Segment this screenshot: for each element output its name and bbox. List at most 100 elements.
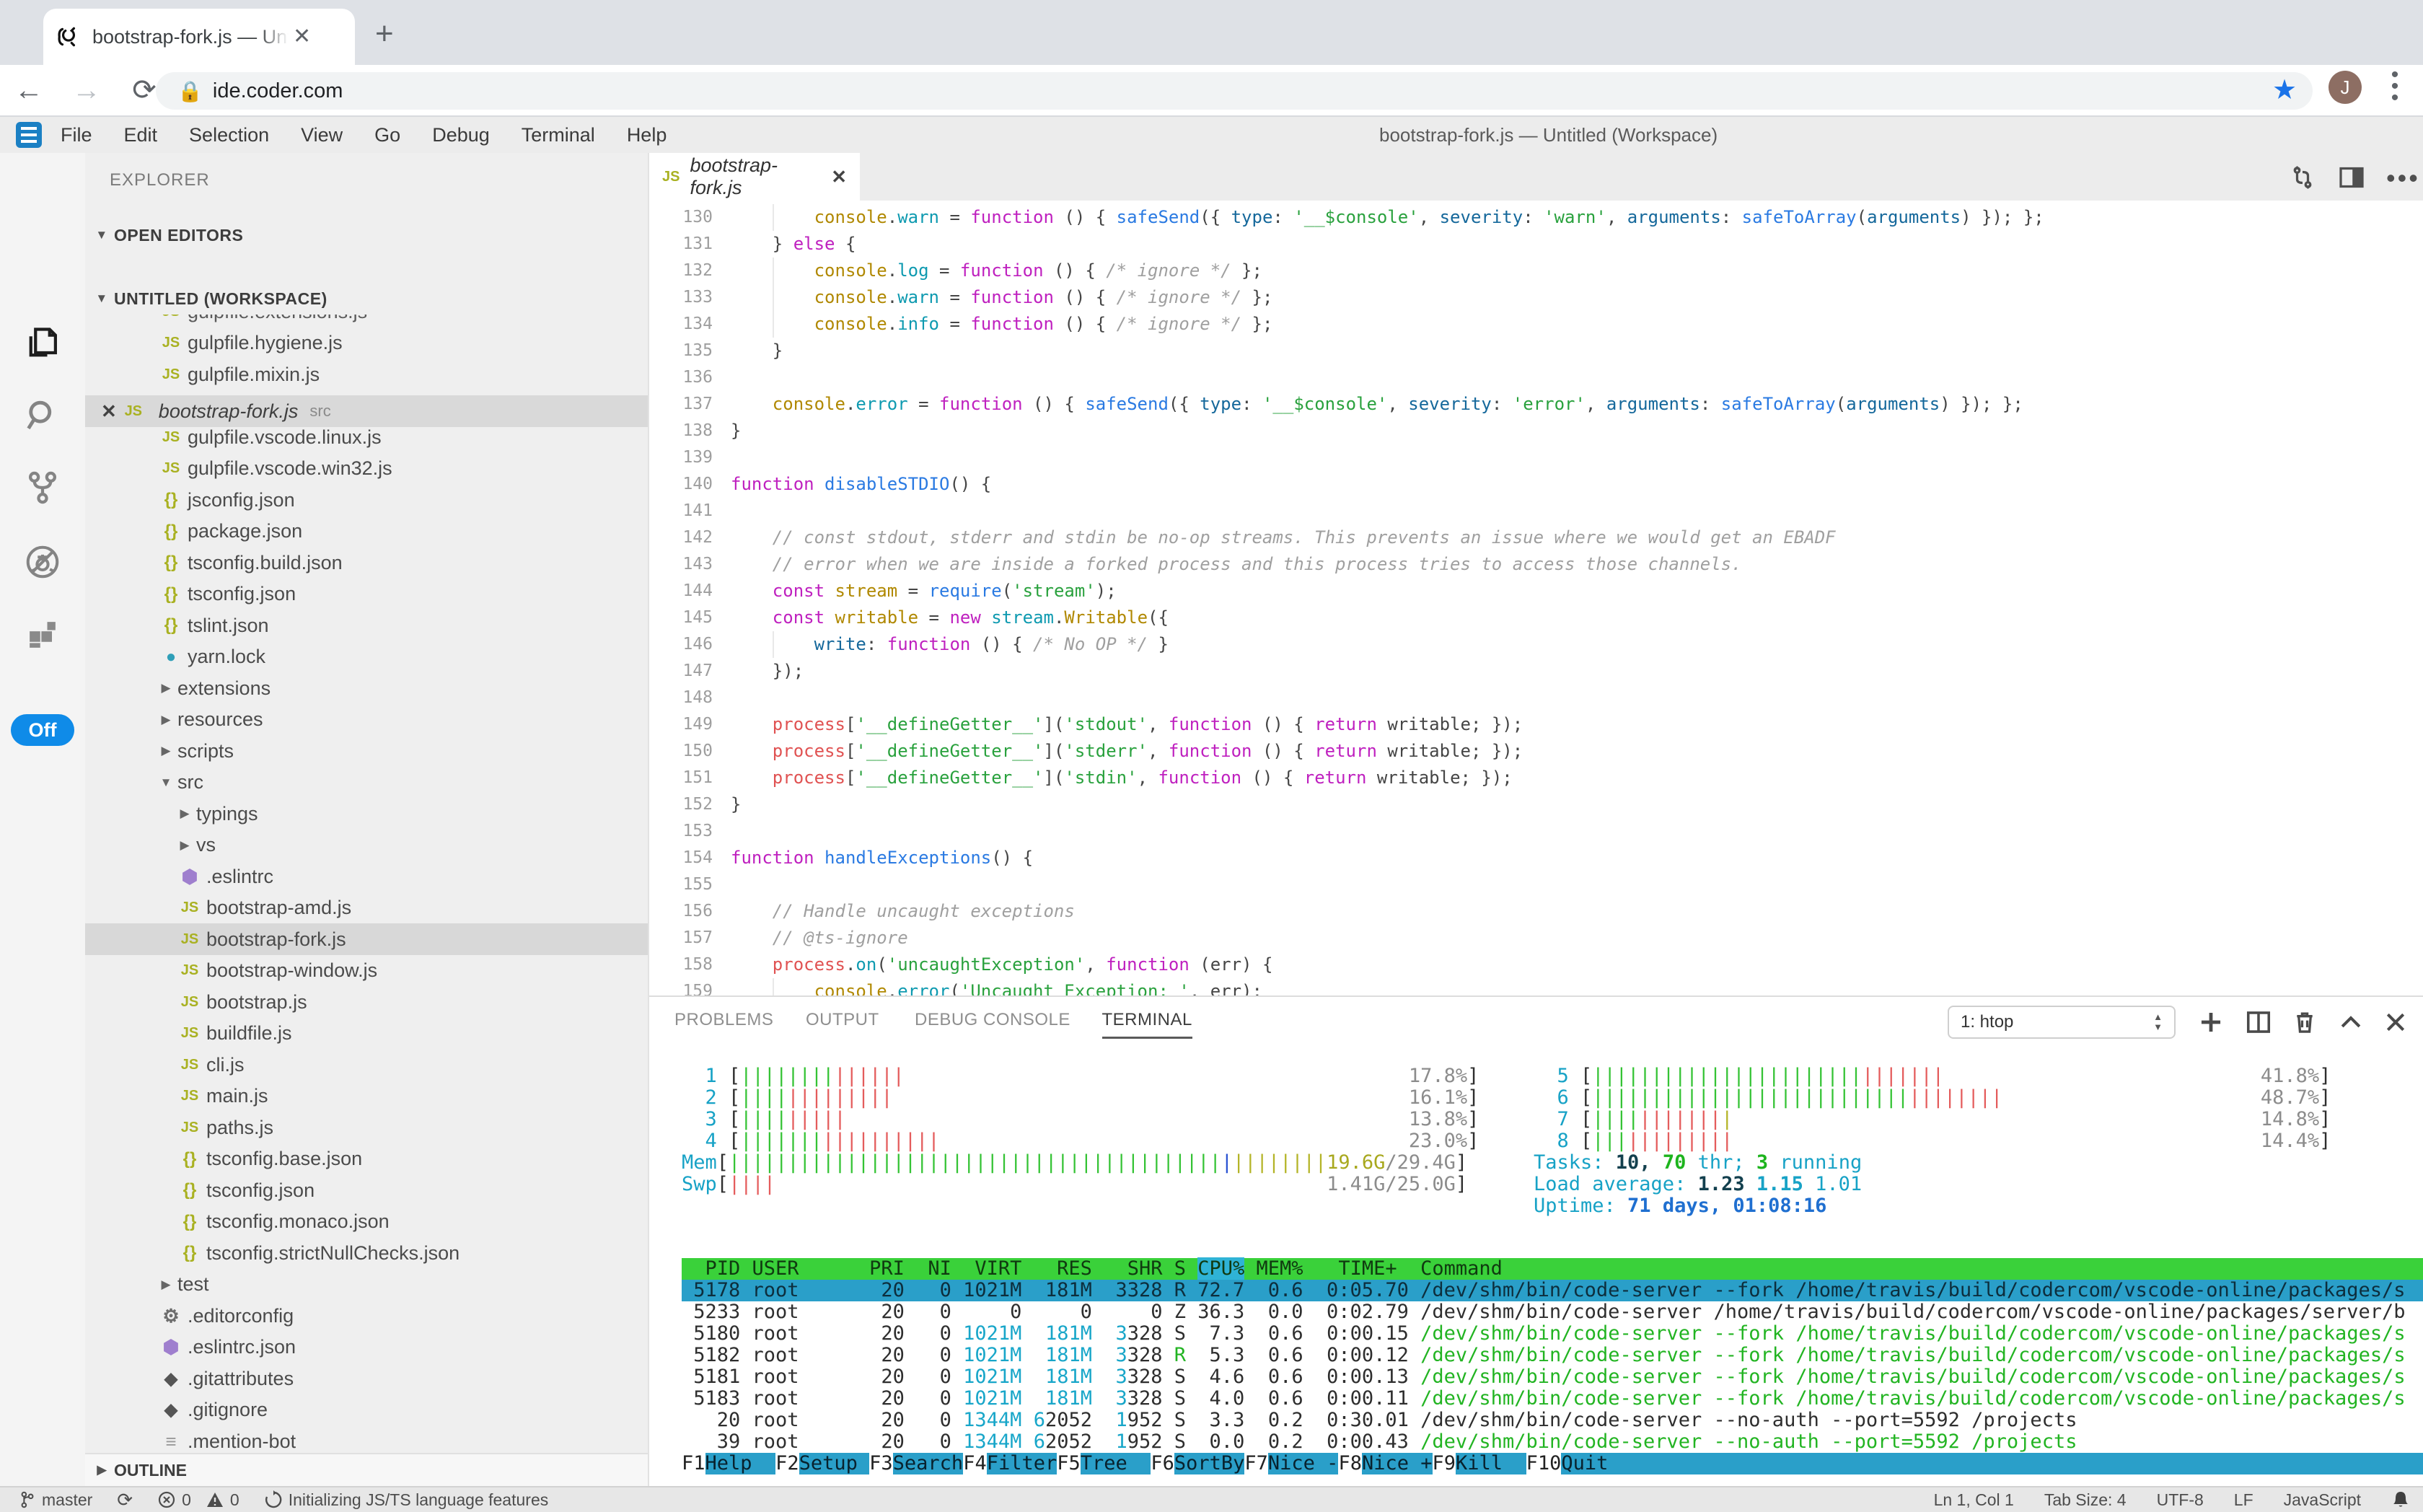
forward-icon[interactable]: → — [58, 74, 115, 107]
coder-logo[interactable] — [16, 122, 42, 148]
url-text: ide.coder.com — [213, 79, 343, 103]
tree-item-jsconfig.json[interactable]: {}jsconfig.json — [85, 484, 649, 516]
htop-fkey-bar[interactable]: F1Help F2Setup F3SearchF4FilterF5Tree F6… — [682, 1453, 2423, 1474]
htop-process-row[interactable]: 5182 root 20 0 1021M 181M 3328 R 5.3 0.6… — [682, 1345, 2423, 1366]
tree-item-gulpfile.mixin.js[interactable]: JSgulpfile.mixin.js — [85, 359, 649, 390]
tree-item-.eslintrc.json[interactable]: ⬢.eslintrc.json — [85, 1332, 649, 1363]
tree-item-bootstrap-window.js[interactable]: JSbootstrap-window.js — [85, 955, 649, 987]
tree-item-.gitattributes[interactable]: ◆.gitattributes — [85, 1363, 649, 1394]
menu-help[interactable]: Help — [627, 124, 667, 146]
git-branch-indicator[interactable]: master — [19, 1490, 92, 1510]
code-line-136: 136 — [649, 364, 2423, 391]
tree-item-tsconfig.monaco.json[interactable]: {}tsconfig.monaco.json — [85, 1206, 649, 1238]
browser-tab[interactable]: bootstrap-fork.js — Untitled (W ✕ — [43, 9, 355, 65]
problems-indicator[interactable]: 0 0 — [157, 1490, 239, 1510]
menu-view[interactable]: View — [301, 124, 343, 146]
browser-tabstrip: bootstrap-fork.js — Untitled (W ✕ + — [0, 0, 2423, 65]
tree-item-.editorconfig[interactable]: ⚙.editorconfig — [85, 1300, 649, 1332]
code-line-154: 154function handleExceptions() { — [649, 845, 2423, 871]
debug-icon[interactable] — [0, 542, 85, 585]
language-mode[interactable]: JavaScript — [2284, 1490, 2361, 1510]
tree-item-tsconfig.strictNullChecks.json[interactable]: {}tsconfig.strictNullChecks.json — [85, 1237, 649, 1269]
tree-item-package.json[interactable]: {}package.json — [85, 516, 649, 548]
tree-item-vs[interactable]: ▶vs — [85, 830, 649, 861]
source-control-icon[interactable] — [0, 469, 85, 510]
code-line-143: 143 // error when we are inside a forked… — [649, 551, 2423, 578]
tree-item-tsconfig.json[interactable]: {}tsconfig.json — [85, 579, 649, 610]
new-tab-button[interactable]: + — [375, 16, 394, 52]
encoding[interactable]: UTF-8 — [2157, 1490, 2204, 1510]
code-editor[interactable]: 130 console.warn = function () { safeSen… — [649, 201, 2423, 995]
tree-item-paths.js[interactable]: JSpaths.js — [85, 1112, 649, 1143]
menu-file[interactable]: File — [61, 124, 92, 146]
url-bar[interactable]: 🔒 ide.coder.com — [156, 72, 2313, 110]
tree-item-test[interactable]: ▶test — [85, 1269, 649, 1301]
code-line-138: 138} — [649, 418, 2423, 444]
sync-button[interactable]: ⟳ — [117, 1489, 133, 1511]
tree-item-tsconfig.base.json[interactable]: {}tsconfig.base.json — [85, 1143, 649, 1175]
tree-item-bootstrap.js[interactable]: JSbootstrap.js — [85, 986, 649, 1018]
bookmark-star-icon[interactable]: ★ — [2272, 74, 2297, 106]
search-icon[interactable] — [0, 397, 85, 438]
tree-item-gulpfile.hygiene.js[interactable]: JSgulpfile.hygiene.js — [85, 328, 649, 359]
tree-item-typings[interactable]: ▶typings — [85, 798, 649, 830]
htop-info: Uptime: 71 days, 01:08:16 — [1534, 1195, 1826, 1217]
json-file-icon: {} — [173, 1212, 206, 1232]
tree-item-buildfile.js[interactable]: JSbuildfile.js — [85, 1018, 649, 1050]
explorer-icon[interactable] — [0, 325, 85, 366]
htop-process-row[interactable]: 5233 root 20 0 0 0 0 Z 36.3 0.0 0:02.79 … — [682, 1301, 2423, 1323]
tree-item-extensions[interactable]: ▶extensions — [85, 672, 649, 704]
tab-close-icon[interactable]: ✕ — [831, 166, 847, 188]
section-outline[interactable]: ▶ OUTLINE — [85, 1453, 649, 1486]
avatar[interactable]: J — [2329, 71, 2362, 104]
menu-selection[interactable]: Selection — [189, 124, 269, 146]
htop-process-row[interactable]: 5181 root 20 0 1021M 181M 3328 S 4.6 0.6… — [682, 1366, 2423, 1388]
htop-process-row[interactable]: 5183 root 20 0 1021M 181M 3328 S 4.0 0.6… — [682, 1388, 2423, 1410]
tab-size[interactable]: Tab Size: 4 — [2044, 1490, 2127, 1510]
tree-item-tsconfig.build.json[interactable]: {}tsconfig.build.json — [85, 547, 649, 579]
tree-item-src[interactable]: ▼src — [85, 767, 649, 799]
tree-item-.eslintrc[interactable]: ⬢.eslintrc — [85, 861, 649, 892]
menu-edit[interactable]: Edit — [124, 124, 158, 146]
back-icon[interactable]: ← — [0, 74, 58, 107]
tree-item-resources[interactable]: ▶resources — [85, 704, 649, 736]
menu-debug[interactable]: Debug — [432, 124, 490, 146]
tree-item-.gitignore[interactable]: ◆.gitignore — [85, 1394, 649, 1426]
language-status[interactable]: Initializing JS/TS language features — [264, 1490, 549, 1510]
json-file-icon: {} — [173, 1180, 206, 1200]
tree-item-tsconfig.json[interactable]: {}tsconfig.json — [85, 1174, 649, 1206]
eol[interactable]: LF — [2234, 1490, 2253, 1510]
tree-item-scripts[interactable]: ▶scripts — [85, 735, 649, 767]
tree-item-tslint.json[interactable]: {}tslint.json — [85, 610, 649, 641]
bell-icon[interactable] — [2391, 1490, 2410, 1510]
htop-process-row[interactable]: 5180 root 20 0 1021M 181M 3328 S 7.3 0.6… — [682, 1323, 2423, 1345]
browser-menu-icon[interactable]: ••• — [2384, 69, 2406, 104]
htop-process-row[interactable]: 5178 root 20 0 1021M 181M 3328 R 72.7 0.… — [682, 1280, 2423, 1301]
tree-item-cli.js[interactable]: JScli.js — [85, 1049, 649, 1081]
split-editor-icon[interactable] — [2337, 163, 2366, 195]
editor-tabbar: JS bootstrap-fork.js ✕ ••• — [649, 153, 2423, 201]
tree-item-bootstrap-fork.js[interactable]: JSbootstrap-fork.js — [85, 923, 649, 955]
tree-item-gulpfile.vscode.win32.js[interactable]: JSgulpfile.vscode.win32.js — [85, 453, 649, 485]
tree-item-yarn.lock[interactable]: ●yarn.lock — [85, 641, 649, 673]
section-open-editors[interactable]: ▼ OPEN EDITORS — [85, 219, 649, 251]
extensions-icon[interactable] — [0, 616, 85, 657]
chevron-right-icon: ▶ — [154, 1278, 177, 1292]
tree-item-bootstrap-amd.js[interactable]: JSbootstrap-amd.js — [85, 892, 649, 924]
menu-terminal[interactable]: Terminal — [522, 124, 595, 146]
close-icon[interactable]: ✕ — [101, 400, 117, 423]
tab-close-icon[interactable]: ✕ — [293, 26, 311, 48]
open-editor-item[interactable]: ✕ JS bootstrap-fork.js src — [85, 395, 649, 427]
tree-item-main.js[interactable]: JSmain.js — [85, 1081, 649, 1112]
collaboration-off-badge[interactable]: Off — [11, 714, 74, 746]
js-file-icon: JS — [173, 994, 206, 1011]
section-workspace[interactable]: ▼ UNTITLED (WORKSPACE) — [85, 283, 649, 315]
menu-go[interactable]: Go — [374, 124, 400, 146]
cursor-position[interactable]: Ln 1, Col 1 — [1934, 1490, 2014, 1510]
open-changes-icon[interactable] — [2288, 163, 2317, 195]
htop-process-row[interactable]: 20 root 20 0 1344M 62052 1952 S 3.3 0.2 … — [682, 1410, 2423, 1431]
editor-tab[interactable]: JS bootstrap-fork.js ✕ — [649, 153, 860, 201]
more-actions-icon[interactable]: ••• — [2386, 163, 2420, 193]
terminal[interactable]: 1 [|||||||||||||| 17.8%] 2 [||||||||||||… — [682, 997, 2423, 1487]
htop-process-row[interactable]: 39 root 20 0 1344M 62052 1952 S 0.0 0.2 … — [682, 1431, 2423, 1453]
